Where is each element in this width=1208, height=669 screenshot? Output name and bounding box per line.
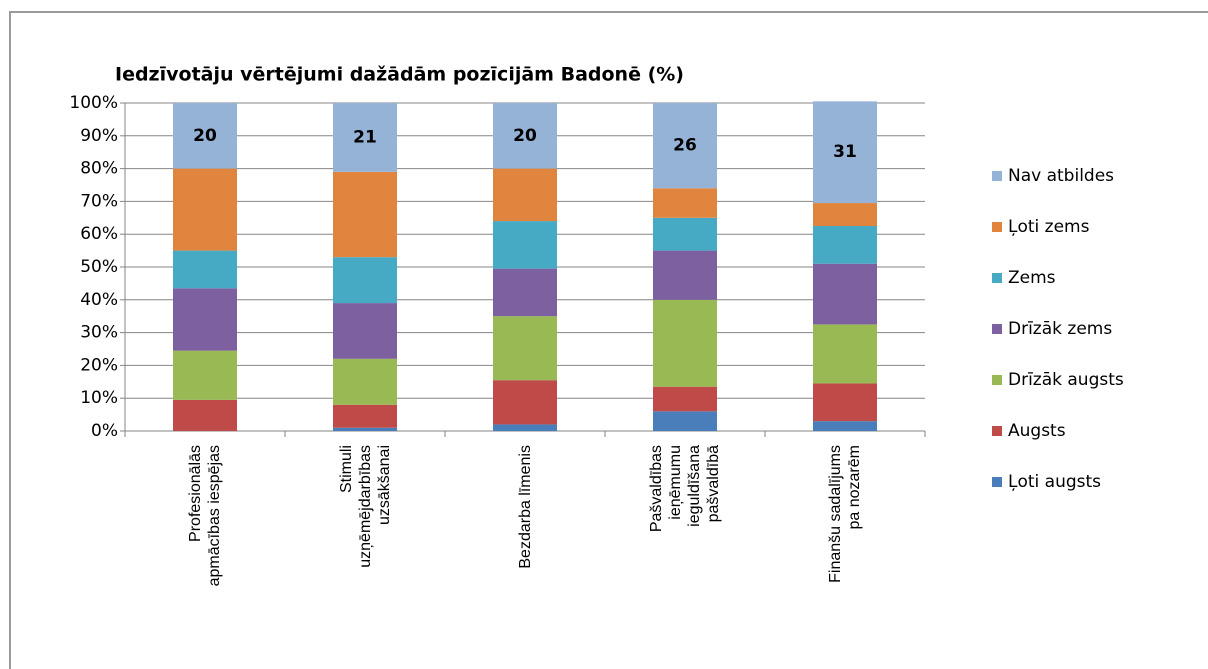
- bar-segment: [173, 250, 237, 289]
- chart-title: Iedzīvotāju vērtējumi dažādām pozīcijām …: [115, 64, 684, 86]
- bar-segment: [173, 350, 237, 400]
- bar-segment: [813, 263, 877, 325]
- bar-segment: [813, 383, 877, 422]
- y-tick-label: 100%: [69, 93, 118, 113]
- bar-segment: [493, 380, 557, 425]
- bar-segment: [333, 171, 397, 258]
- y-tick-label: 50%: [80, 257, 118, 277]
- bar-segment: [653, 250, 717, 300]
- legend-label: Drīzāk zems: [1008, 319, 1112, 339]
- legend-swatch: [992, 375, 1002, 385]
- data-label: 20: [513, 126, 537, 146]
- bar-segment: [333, 404, 397, 428]
- legend-swatch: [992, 324, 1002, 334]
- y-tick-label: 70%: [80, 191, 118, 211]
- bar-segment: [653, 217, 717, 251]
- legend-swatch: [992, 426, 1002, 436]
- y-tick-label: 30%: [80, 323, 118, 343]
- legend-label: Ļoti zems: [1008, 217, 1090, 237]
- legend-label: Ļoti augsts: [1008, 472, 1101, 492]
- y-tick-label: 80%: [80, 159, 118, 179]
- bar-segment: [813, 421, 877, 431]
- x-tick-label: Finanšu sadalījums pa nozarēm: [827, 445, 863, 583]
- y-tick-label: 10%: [80, 388, 118, 408]
- bar-segment: [173, 399, 237, 431]
- bar-segment: [493, 103, 557, 169]
- y-tick-label: 20%: [80, 355, 118, 375]
- bar-segment: [653, 188, 717, 218]
- data-label: 26: [673, 136, 697, 156]
- bar-segment: [333, 358, 397, 405]
- legend-swatch: [992, 273, 1002, 283]
- bar-segment: [493, 268, 557, 317]
- y-tick-label: 0%: [91, 421, 118, 441]
- bar-segment: [653, 386, 717, 412]
- x-tick-label: Profesionālās apmācības iespējas: [187, 445, 223, 587]
- legend-label: Augsts: [1008, 421, 1066, 441]
- bar-segment: [813, 226, 877, 264]
- bar-segment: [333, 303, 397, 359]
- frame: [9, 11, 1208, 669]
- bar-segment: [493, 316, 557, 381]
- data-label: 21: [353, 127, 377, 147]
- data-label: 20: [193, 126, 217, 146]
- legend-swatch: [992, 222, 1002, 232]
- bar-segment: [493, 221, 557, 269]
- legend-swatch: [992, 171, 1002, 181]
- bar-segment: [173, 288, 237, 351]
- legend-label: Drīzāk augsts: [1008, 370, 1124, 390]
- y-tick-label: 60%: [80, 224, 118, 244]
- bar-segment: [813, 101, 877, 204]
- x-tick-label: Stimuli uzņēmējdarbības uzsākšanai: [337, 445, 393, 568]
- bar-segment: [813, 324, 877, 384]
- x-tick-label: Pašvaldības ieņēmumu ieguldīšana pašvald…: [648, 445, 722, 533]
- bar-segment: [173, 168, 237, 251]
- bar-segment: [813, 203, 877, 226]
- x-tick-label: Bezdarba līmenis: [516, 445, 534, 569]
- bar-segment: [333, 257, 397, 304]
- bar-segment: [493, 424, 557, 431]
- bar-segment: [653, 411, 717, 431]
- bar-segment: [333, 427, 397, 431]
- bar-segment: [333, 103, 397, 172]
- legend-label: Zems: [1008, 268, 1056, 288]
- bar-segment: [173, 103, 237, 169]
- y-tick-label: 40%: [80, 290, 118, 310]
- legend-label: Nav atbildes: [1008, 166, 1114, 186]
- data-label: 31: [833, 142, 857, 162]
- bar-segment: [653, 299, 717, 387]
- legend-swatch: [992, 477, 1002, 487]
- bar-segment: [653, 103, 717, 189]
- y-tick-label: 90%: [80, 126, 118, 146]
- bar-segment: [493, 168, 557, 222]
